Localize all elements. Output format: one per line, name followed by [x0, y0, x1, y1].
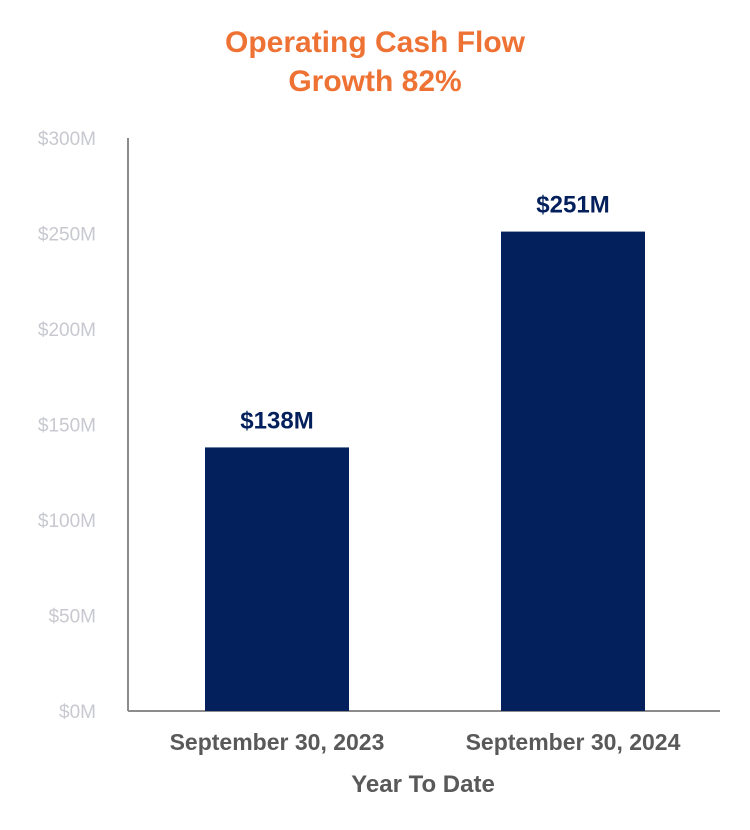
- y-axis-ticks: $0M $50M $100M $150M $200M $250M $300M: [38, 129, 96, 723]
- y-tick-label: $300M: [38, 129, 96, 150]
- bar-2: [501, 231, 645, 711]
- y-tick-label: $200M: [38, 320, 96, 341]
- x-tick-label-2: September 30, 2024: [466, 729, 681, 755]
- x-tick-label-1: September 30, 2023: [170, 729, 385, 755]
- y-tick-label: $250M: [38, 225, 96, 246]
- x-axis-ticks: September 30, 2023 September 30, 2024: [170, 729, 681, 755]
- y-tick-label: $50M: [48, 607, 96, 628]
- y-tick-label: $150M: [38, 416, 96, 437]
- x-axis-title: Year To Date: [351, 771, 495, 798]
- bars-group: [205, 231, 645, 711]
- bar-1: [205, 447, 349, 711]
- data-label-2: $251M: [536, 192, 609, 219]
- y-tick-label: $0M: [59, 702, 96, 723]
- y-tick-label: $100M: [38, 511, 96, 532]
- chart-title-line-2: Growth 82%: [288, 65, 461, 98]
- data-labels-group: $138M $251M: [240, 192, 609, 435]
- chart-title-line-1: Operating Cash Flow: [225, 26, 526, 59]
- data-label-1: $138M: [240, 407, 313, 434]
